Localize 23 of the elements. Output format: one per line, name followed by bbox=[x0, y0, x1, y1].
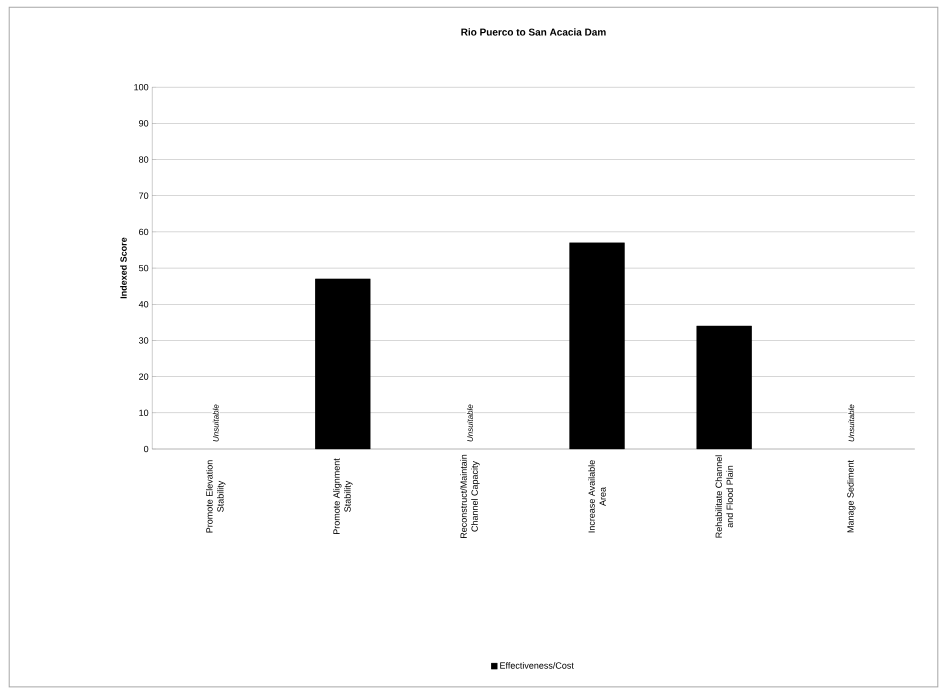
y-tick-label: 10 bbox=[139, 410, 148, 416]
y-tick-label: 50 bbox=[138, 264, 148, 272]
y-tick-label: 100 bbox=[134, 84, 148, 90]
bar bbox=[315, 278, 370, 450]
x-tick-label: Promote Alignment Stability bbox=[333, 458, 352, 534]
x-tick-label: Promote Elevation Stability bbox=[206, 460, 226, 532]
legend-label: Effectiveness/Cost bbox=[500, 662, 574, 669]
y-tick-label: 60 bbox=[139, 228, 148, 236]
y-tick-label: 0 bbox=[144, 446, 148, 452]
y-tick-label: 40 bbox=[138, 301, 148, 308]
y-tick-label: 30 bbox=[138, 337, 148, 344]
y-axis-title: Indexed Score bbox=[120, 238, 127, 298]
y-tick-label: 80 bbox=[139, 156, 148, 163]
y-tick-label: 20 bbox=[139, 373, 148, 380]
y-tick-label: 90 bbox=[139, 120, 148, 126]
bar bbox=[569, 242, 625, 450]
bar bbox=[696, 326, 752, 450]
x-tick-label: Increase Available Area bbox=[588, 460, 606, 532]
y-tick-label: 70 bbox=[139, 192, 148, 199]
x-tick-label: Rehabilitate Channel and Flood Plain bbox=[715, 455, 733, 538]
chart-title: Rio Puerco to San Acacia Dam bbox=[461, 28, 606, 36]
x-tick-label: Manage Sediment bbox=[847, 460, 856, 532]
x-tick-label: Reconstruct/Maintain Channel Capacity bbox=[460, 454, 480, 538]
